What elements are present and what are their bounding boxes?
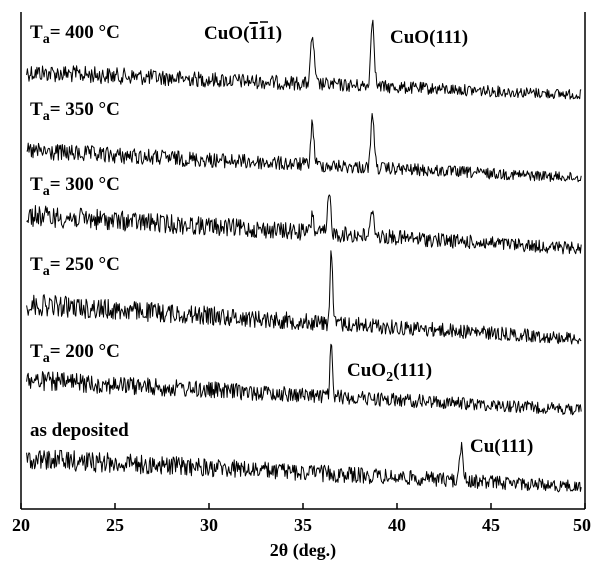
x-tick-label-20: 20 xyxy=(12,515,30,535)
x-tick-label-30: 30 xyxy=(200,515,218,535)
annotation-cu-111: Cu(111) xyxy=(470,436,533,457)
series-label-400c: Ta= 400 °C xyxy=(30,22,120,47)
series-line-200c xyxy=(26,343,582,416)
x-tick-label-50: 50 xyxy=(573,515,591,535)
x-tick-label-45: 45 xyxy=(482,515,500,535)
series-line-as-deposited xyxy=(26,441,582,493)
series-label-as-deposited: as deposited xyxy=(30,420,129,441)
x-tick-label-25: 25 xyxy=(106,515,124,535)
series-label-200c: Ta= 200 °C xyxy=(30,341,120,366)
series-label-350c: Ta= 350 °C xyxy=(30,99,120,124)
annotation-cuo-111bar: CuO(111) xyxy=(204,23,282,44)
x-tick-label-40: 40 xyxy=(388,515,406,535)
x-tick-label-35: 35 xyxy=(294,515,312,535)
annotation-cuo2-111: CuO2(111) xyxy=(347,360,432,385)
series-line-300c xyxy=(26,194,582,255)
x-axis-title: 2θ (deg.) xyxy=(270,540,336,561)
annotation-cuo-111: CuO(111) xyxy=(390,27,468,48)
series-label-250c: Ta= 250 °C xyxy=(30,254,120,279)
series-line-350c xyxy=(26,113,582,183)
series-line-250c xyxy=(26,250,582,345)
series-line-400c xyxy=(26,19,582,100)
series-label-300c: Ta= 300 °C xyxy=(30,174,120,199)
